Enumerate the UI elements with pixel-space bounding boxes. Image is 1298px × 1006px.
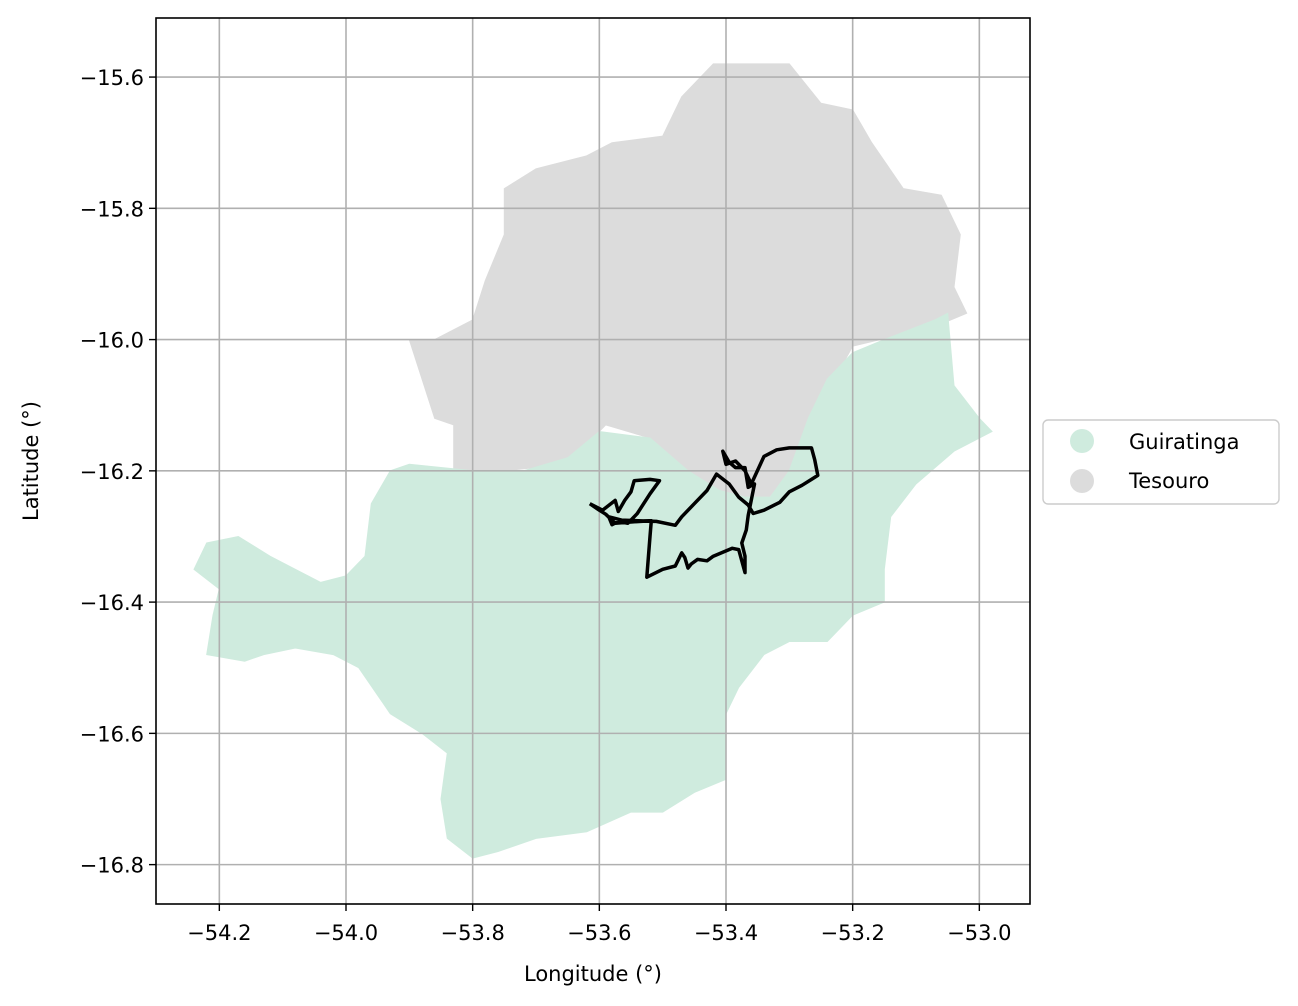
legend: Guiratinga Tesouro: [1042, 419, 1280, 505]
grid-layer: [156, 18, 1030, 904]
x-tick-label-4: −53.4: [694, 921, 758, 945]
boundary-layer: [588, 446, 820, 579]
boundary-line: [588, 446, 820, 579]
regions-layer: [193, 63, 993, 859]
y-axis-label: Latitude (°): [19, 401, 43, 521]
x-axis-ticks: −54.2 −54.0 −53.8 −53.6 −53.4 −53.2 −53.0: [187, 904, 1012, 945]
y-tick-label-4: −16.4: [80, 591, 144, 615]
x-tick-label-3: −53.6: [567, 921, 631, 945]
x-tick-label-2: −53.8: [440, 921, 504, 945]
y-axis-ticks: −15.6 −15.8 −16.0 −16.2 −16.4 −16.6 −16.8: [80, 66, 156, 878]
legend-marker-tesouro: [1070, 469, 1094, 493]
y-tick-label-2: −16.0: [80, 329, 144, 353]
y-tick-label-6: −16.8: [80, 854, 144, 878]
x-axis-label: Longitude (°): [524, 962, 662, 986]
y-tick-label-1: −15.8: [80, 197, 144, 221]
x-tick-label-5: −53.2: [820, 921, 884, 945]
legend-label-guiratinga: Guiratinga: [1129, 430, 1240, 454]
legend-box: [1042, 419, 1280, 505]
y-tick-label-3: −16.2: [80, 460, 144, 484]
x-tick-label-0: −54.2: [187, 921, 251, 945]
legend-label-tesouro: Tesouro: [1128, 469, 1209, 493]
y-tick-label-5: −16.6: [80, 722, 144, 746]
x-tick-label-1: −54.0: [314, 921, 378, 945]
plot-frame: [155, 17, 1031, 905]
y-tick-label-0: −15.6: [80, 66, 144, 90]
region-guiratinga: [193, 312, 993, 859]
x-tick-label-6: −53.0: [947, 921, 1011, 945]
legend-marker-guiratinga: [1070, 429, 1094, 453]
